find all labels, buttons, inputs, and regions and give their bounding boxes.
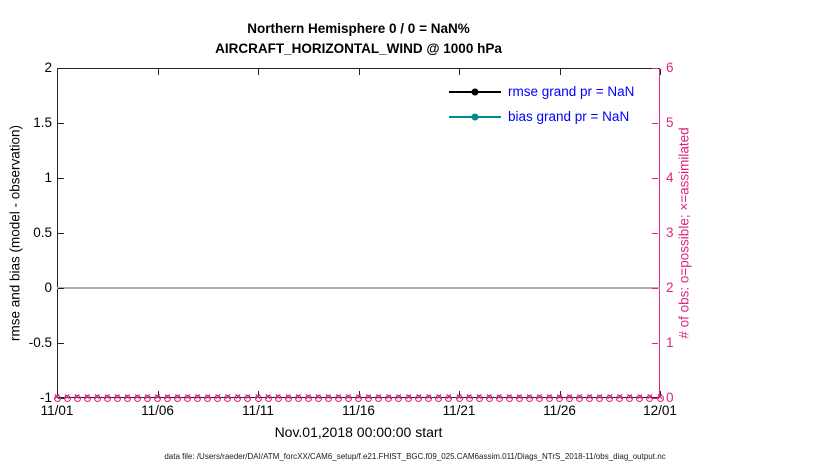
y-tick-label-right: 3 [666, 225, 674, 240]
x-tick-label: 11/26 [543, 403, 576, 418]
chart-title: Northern Hemisphere 0 / 0 = NaN% [247, 21, 470, 36]
bias-marker-icon [471, 113, 479, 120]
legend: rmse grand pr = NaN bias grand pr = NaN [449, 79, 634, 129]
y-tick-label-right: 1 [666, 335, 674, 350]
x-tick-label: 11/11 [242, 403, 274, 418]
rmse-marker-icon [471, 88, 479, 95]
x-axis-label: Nov.01,2018 00:00:00 start [274, 424, 443, 440]
x-tick-label: 11/01 [40, 403, 74, 418]
y-tick-mark-right [652, 398, 658, 399]
right-y-axis-label: # of obs: o=possible; ×=assimilated [676, 127, 692, 339]
y-tick-label-right: 2 [666, 280, 674, 295]
y-tick-label-right: 5 [666, 115, 674, 130]
y-tick-label-right: 0 [666, 390, 674, 405]
legend-label-bias: bias grand pr = NaN [508, 109, 630, 124]
x-tick-label: 12/01 [643, 403, 677, 418]
data-file-caption: data file: /Users/raeder/DAI/ATM_forcXX/… [164, 452, 666, 461]
bias-line-sample [449, 113, 501, 120]
legend-item-bias: bias grand pr = NaN [449, 104, 634, 129]
y-tick-label-right: 4 [666, 170, 674, 185]
legend-item-rmse: rmse grand pr = NaN [449, 79, 634, 104]
rmse-line-sample [449, 88, 501, 95]
x-tick-mark [660, 391, 661, 397]
y-tick-label-left: -1 [39, 390, 52, 405]
x-tick-label: 11/21 [442, 403, 476, 418]
y-tick-mark-left [58, 398, 64, 399]
x-tick-label: 11/16 [342, 403, 375, 418]
left-y-axis-label: rmse and bias (model - observation) [7, 124, 23, 342]
chart-subtitle: AIRCRAFT_HORIZONTAL_WIND @ 1000 hPa [215, 41, 502, 56]
y-tick-label-right: 6 [666, 60, 674, 75]
plot-area [57, 68, 660, 398]
x-tick-mark-top [660, 69, 661, 75]
y-tick-label-left: 2 [44, 60, 52, 75]
x-tick-label: 11/06 [141, 403, 174, 418]
legend-label-rmse: rmse grand pr = NaN [508, 84, 635, 99]
